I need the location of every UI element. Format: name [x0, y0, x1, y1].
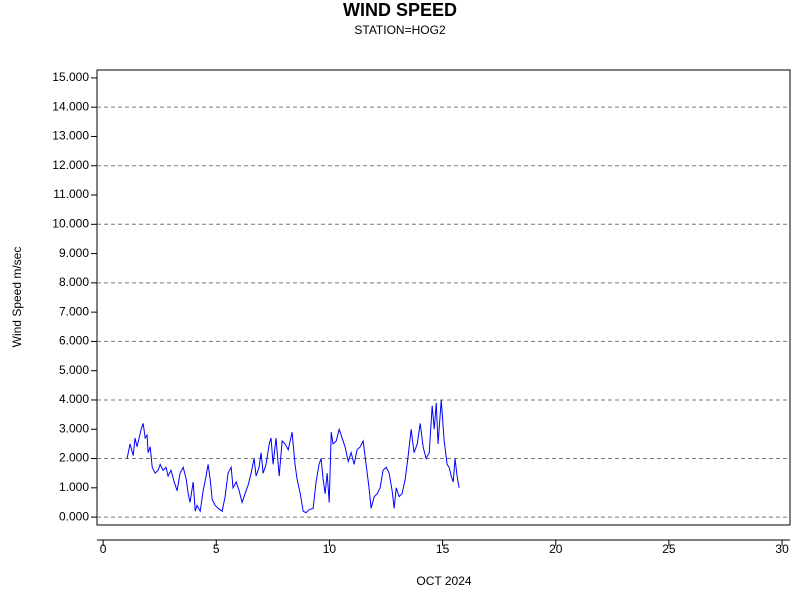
y-tick-label: 8.000: [59, 275, 89, 289]
y-tick-label: 4.000: [59, 392, 89, 406]
y-tick-label: 11.000: [53, 187, 89, 201]
y-tick-label: 13.000: [52, 129, 89, 143]
x-tick-label: 20: [549, 542, 563, 556]
x-tick-label: 0: [100, 542, 107, 556]
y-tick-label: 14.000: [52, 99, 89, 113]
chart-title: WIND SPEED: [343, 0, 457, 20]
y-tick-label: 1.000: [59, 480, 89, 494]
y-tick-label: 12.000: [52, 158, 89, 172]
y-tick-label: 2.000: [59, 451, 89, 465]
y-tick-label: 3.000: [59, 421, 89, 435]
y-tick-label: 6.000: [59, 334, 89, 348]
y-tick-label: 0.000: [59, 509, 89, 523]
y-tick-label: 15.000: [52, 70, 89, 84]
x-tick-label: 15: [436, 542, 450, 556]
series-line: [126, 399, 460, 514]
chart-subtitle: STATION=HOG2: [354, 23, 446, 37]
plot-frame: [96, 69, 791, 526]
x-tick-label: 5: [213, 542, 220, 556]
x-tick-label: 10: [323, 542, 337, 556]
x-axis-label: OCT 2024: [416, 574, 471, 588]
x-tick-label: 25: [662, 542, 676, 556]
y-axis-label: Wind Speed m/sec: [10, 247, 24, 348]
y-tick-label: 5.000: [59, 363, 89, 377]
y-tick-label: 9.000: [59, 246, 89, 260]
y-tick-label: 7.000: [59, 304, 89, 318]
y-tick-label: 10.000: [52, 216, 89, 230]
x-tick-label: 30: [775, 542, 789, 556]
